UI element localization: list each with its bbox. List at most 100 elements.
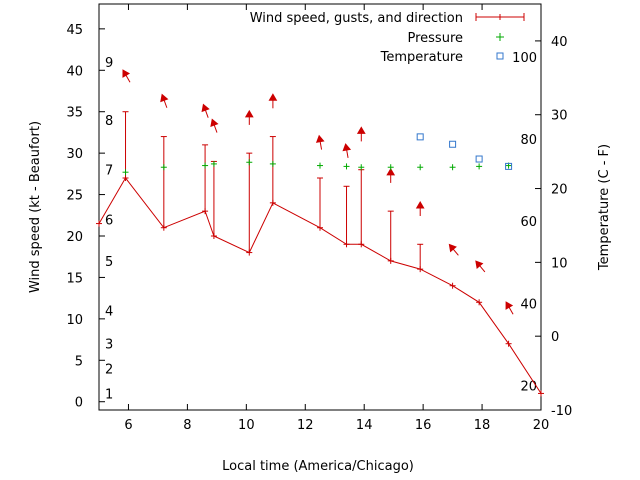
y-tick: 35 <box>66 106 105 121</box>
y-tick-label: 15 <box>66 271 83 286</box>
y-tick-label: 10 <box>66 313 83 328</box>
wind-series <box>96 69 544 397</box>
x-tick-label: 8 <box>183 418 191 433</box>
temperature-series <box>416 133 513 170</box>
x-tick: 18 <box>474 4 491 433</box>
beaufort-label: 8 <box>105 114 113 129</box>
y-tick: 30 <box>66 147 105 162</box>
plot-frame <box>98 3 542 411</box>
x-tick-label: 10 <box>238 418 255 433</box>
x-tick: 12 <box>297 4 314 433</box>
y-tick-label: 30 <box>66 147 83 162</box>
temperature-point <box>505 162 513 170</box>
wind-direction-arrow <box>505 301 514 315</box>
y-tick-label: 25 <box>66 189 83 204</box>
fahrenheit-label: 20 <box>520 380 537 395</box>
wind-direction-arrow <box>160 93 169 108</box>
legend: Wind speed, gusts, and direction Pressur… <box>250 11 525 65</box>
y2-tick-label: 0 <box>551 330 559 345</box>
beaufort-label: 5 <box>105 255 113 270</box>
legend-label-wind: Wind speed, gusts, and direction <box>250 11 463 26</box>
y-tick: 45 <box>66 23 105 38</box>
y2-tick-label: -10 <box>551 404 572 419</box>
wind-speed-line <box>98 177 542 394</box>
x-tick-label: 20 <box>533 418 550 433</box>
x-tick: 20 <box>533 4 550 433</box>
wind-direction-arrow <box>201 103 210 118</box>
legend-symbol-temperature <box>496 52 504 60</box>
gust-bar <box>417 243 424 270</box>
x-tick-label: 14 <box>356 418 373 433</box>
gust-bar <box>210 160 217 236</box>
pressure-point <box>269 160 276 167</box>
y2-tick: 40 <box>535 35 568 50</box>
y-tick-label: 35 <box>66 106 83 121</box>
gust-bar <box>343 185 350 245</box>
beaufort-label: 4 <box>105 305 113 320</box>
fahrenheit-scale-labels: 20 40 60 80 100 <box>512 51 537 394</box>
pressure-point <box>246 159 253 166</box>
temperature-point <box>475 155 483 163</box>
wind-direction-arrow <box>342 143 352 158</box>
x-tick-label: 6 <box>124 418 132 433</box>
gust-bar <box>269 136 276 203</box>
wind-direction-arrow <box>122 69 131 83</box>
y-tick-label: 0 <box>75 396 83 411</box>
pressure-point <box>343 163 350 170</box>
y-tick: 10 <box>66 313 105 328</box>
pressure-point <box>476 163 483 170</box>
pressure-point <box>317 162 323 169</box>
pressure-point <box>210 160 217 167</box>
gust-bar <box>387 210 394 261</box>
y2-tick: 10 <box>535 256 568 271</box>
gust-bar <box>160 136 167 228</box>
legend-label-temperature: Temperature <box>380 50 463 65</box>
gust-bar <box>246 152 253 253</box>
x-tick: 14 <box>356 4 373 433</box>
temperature-point <box>449 140 457 148</box>
y2-axis-ticks: -10 0 10 20 30 40 <box>535 35 572 419</box>
fahrenheit-label: 60 <box>520 215 537 230</box>
y-tick: 20 <box>66 230 105 245</box>
legend-symbol-wind <box>475 13 525 21</box>
pressure-point <box>202 162 209 169</box>
wind-direction-arrow <box>448 243 459 256</box>
pressure-series <box>122 159 512 176</box>
x-tick-label: 16 <box>415 418 432 433</box>
wind-direction-arrow <box>244 109 254 125</box>
beaufort-label: 7 <box>105 164 113 179</box>
x-tick-label: 18 <box>474 418 491 433</box>
y2-tick: -10 <box>535 404 572 419</box>
y2-tick-label: 40 <box>551 35 568 50</box>
y-tick-label: 45 <box>66 23 83 38</box>
fahrenheit-label: 100 <box>512 51 537 66</box>
y2-tick-label: 30 <box>551 109 568 124</box>
wind-point <box>538 390 544 397</box>
fahrenheit-label: 40 <box>520 298 537 313</box>
wind-point <box>96 220 102 227</box>
y2-axis-label: Temperature (C - F) <box>597 144 612 271</box>
y2-tick: 30 <box>535 109 568 124</box>
y-tick-label: 40 <box>66 64 83 79</box>
y-tick: 15 <box>66 271 105 286</box>
x-tick: 10 <box>238 4 255 433</box>
wind-point <box>476 299 483 306</box>
y2-tick: 0 <box>535 330 559 345</box>
wind-direction-arrow <box>315 134 325 150</box>
y2-tick-label: 20 <box>551 183 568 198</box>
wind-direction-arrow <box>268 93 278 109</box>
x-tick: 16 <box>415 4 432 433</box>
pressure-point <box>122 169 129 176</box>
wind-direction-arrow <box>415 201 425 216</box>
beaufort-label: 6 <box>105 213 113 228</box>
y2-tick: 20 <box>535 183 568 198</box>
beaufort-label: 3 <box>105 338 113 353</box>
y-tick: 40 <box>66 64 105 79</box>
y2-tick-label: 10 <box>551 256 568 271</box>
fahrenheit-label: 80 <box>520 133 537 148</box>
beaufort-label: 1 <box>105 387 113 402</box>
y-tick-label: 5 <box>75 354 83 369</box>
x-axis-ticks: 6 8 10 12 14 16 18 20 <box>124 4 549 433</box>
gust-bar <box>317 177 323 228</box>
